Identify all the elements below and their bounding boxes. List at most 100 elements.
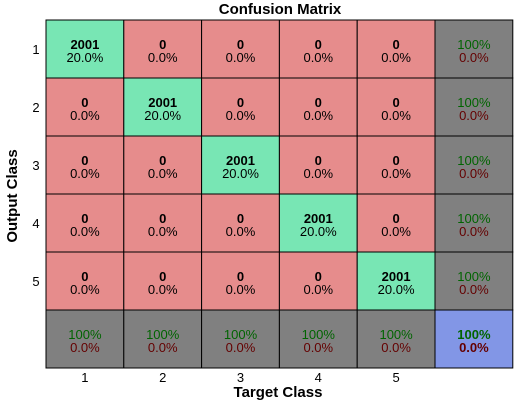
row-summary-correct: 100% bbox=[457, 211, 491, 226]
error-cell-bg bbox=[356, 77, 436, 137]
matrix-cell: 100%0.0% bbox=[123, 309, 203, 369]
error-cell-bg bbox=[123, 193, 203, 253]
error-cell-bg bbox=[201, 251, 280, 311]
cell-count: 0 bbox=[315, 95, 322, 110]
cell-percent: 20.0% bbox=[222, 166, 259, 181]
y-tick-label: 4 bbox=[32, 216, 39, 231]
matrix-cell: 00.0% bbox=[201, 77, 280, 137]
cell-percent: 0.0% bbox=[303, 282, 333, 297]
y-tick-label: 1 bbox=[32, 42, 39, 57]
cell-percent: 0.0% bbox=[70, 108, 100, 123]
y-axis-label: Output Class bbox=[4, 149, 21, 242]
cell-count: 2001 bbox=[382, 269, 411, 284]
error-cell-bg bbox=[45, 77, 125, 137]
column-summary-incorrect: 0.0% bbox=[70, 340, 100, 355]
matrix-cell: 100%0.0% bbox=[434, 193, 514, 253]
cell-percent: 0.0% bbox=[381, 224, 411, 239]
cell-count: 0 bbox=[237, 211, 244, 226]
matrix-cell: 00.0% bbox=[201, 193, 280, 253]
cell-percent: 0.0% bbox=[381, 166, 411, 181]
matrix-cell: 00.0% bbox=[356, 135, 436, 195]
cell-count: 0 bbox=[392, 37, 399, 52]
matrix-cell: 00.0% bbox=[123, 193, 203, 253]
x-tick-label: 3 bbox=[237, 370, 244, 385]
row-summary-incorrect: 0.0% bbox=[459, 166, 489, 181]
matrix-cell: 100%0.0% bbox=[434, 309, 514, 369]
matrix-cell: 100%0.0% bbox=[278, 309, 358, 369]
cell-count: 0 bbox=[159, 153, 166, 168]
column-summary-bg bbox=[201, 309, 280, 369]
matrix-cell: 100%0.0% bbox=[45, 309, 125, 369]
cell-percent: 0.0% bbox=[303, 108, 333, 123]
matrix-cell: 00.0% bbox=[278, 135, 358, 195]
cell-count: 0 bbox=[315, 153, 322, 168]
column-summary-incorrect: 0.0% bbox=[303, 340, 333, 355]
cell-percent: 0.0% bbox=[303, 166, 333, 181]
cell-count: 0 bbox=[315, 269, 322, 284]
error-cell-bg bbox=[278, 135, 358, 195]
row-summary-correct: 100% bbox=[457, 153, 491, 168]
cell-count: 0 bbox=[392, 95, 399, 110]
column-summary-incorrect: 0.0% bbox=[148, 340, 178, 355]
column-summary-incorrect: 0.0% bbox=[226, 340, 256, 355]
cell-percent: 20.0% bbox=[378, 282, 415, 297]
overall-summary-incorrect: 0.0% bbox=[459, 340, 489, 355]
column-summary-correct: 100% bbox=[302, 327, 336, 342]
cell-count: 0 bbox=[392, 211, 399, 226]
error-cell-bg bbox=[278, 19, 358, 79]
cell-percent: 0.0% bbox=[148, 50, 178, 65]
row-summary-incorrect: 0.0% bbox=[459, 108, 489, 123]
error-cell-bg bbox=[45, 251, 125, 311]
cell-percent: 0.0% bbox=[148, 282, 178, 297]
y-tick-label: 3 bbox=[32, 158, 39, 173]
error-cell-bg bbox=[356, 19, 436, 79]
cell-percent: 0.0% bbox=[148, 166, 178, 181]
chart-title: Confusion Matrix bbox=[219, 1, 342, 18]
axis-ticks: 1 2 3 4 5 1 2 3 4 5 bbox=[32, 42, 399, 385]
cell-count: 0 bbox=[159, 37, 166, 52]
cell-count: 0 bbox=[237, 269, 244, 284]
cell-percent: 0.0% bbox=[148, 224, 178, 239]
matrix-cell: 100%0.0% bbox=[356, 309, 436, 369]
column-summary-correct: 100% bbox=[379, 327, 413, 342]
matrix-cell: 100%0.0% bbox=[434, 251, 514, 311]
cell-percent: 20.0% bbox=[144, 108, 181, 123]
cell-percent: 0.0% bbox=[70, 166, 100, 181]
row-summary-correct: 100% bbox=[457, 269, 491, 284]
correct-cell-bg bbox=[45, 19, 125, 79]
matrix-cell: 00.0% bbox=[45, 193, 125, 253]
cell-percent: 0.0% bbox=[226, 50, 256, 65]
correct-cell-bg bbox=[201, 135, 280, 195]
cell-count: 0 bbox=[81, 95, 88, 110]
cell-count: 0 bbox=[159, 211, 166, 226]
x-tick-label: 1 bbox=[81, 370, 88, 385]
cell-percent: 0.0% bbox=[70, 224, 100, 239]
cell-percent: 0.0% bbox=[226, 224, 256, 239]
row-summary-incorrect: 0.0% bbox=[459, 50, 489, 65]
overall-summary-bg bbox=[434, 309, 514, 369]
x-tick-label: 2 bbox=[159, 370, 166, 385]
matrix-cell: 00.0% bbox=[123, 19, 203, 79]
cell-percent: 0.0% bbox=[381, 50, 411, 65]
cell-count: 0 bbox=[81, 269, 88, 284]
cell-count: 0 bbox=[81, 153, 88, 168]
row-summary-incorrect: 0.0% bbox=[459, 282, 489, 297]
column-summary-correct: 100% bbox=[68, 327, 102, 342]
matrix-cell: 00.0% bbox=[201, 251, 280, 311]
matrix-cell: 00.0% bbox=[278, 251, 358, 311]
column-summary-bg bbox=[123, 309, 203, 369]
error-cell-bg bbox=[356, 193, 436, 253]
matrix-cell: 00.0% bbox=[356, 193, 436, 253]
cell-count: 2001 bbox=[148, 95, 177, 110]
cell-percent: 20.0% bbox=[66, 50, 103, 65]
x-tick-label: 5 bbox=[392, 370, 399, 385]
matrix-cell: 00.0% bbox=[123, 135, 203, 195]
error-cell-bg bbox=[201, 19, 280, 79]
y-tick-label: 2 bbox=[32, 100, 39, 115]
cell-count: 2001 bbox=[70, 37, 99, 52]
